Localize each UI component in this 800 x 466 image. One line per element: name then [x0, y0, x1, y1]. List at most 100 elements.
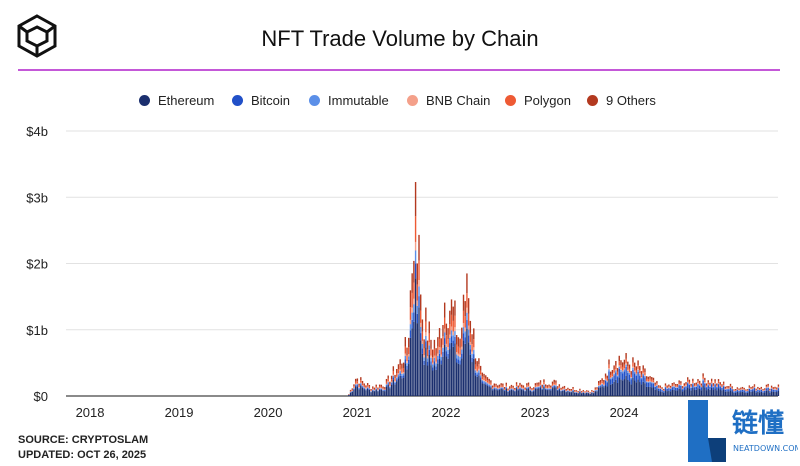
bar-segment — [413, 282, 415, 299]
bar-segment — [731, 387, 733, 389]
bar-segment — [452, 320, 454, 332]
bar-segment — [507, 391, 509, 396]
bar-segment — [599, 387, 602, 396]
bar-segment — [541, 389, 543, 390]
bar-segment — [529, 390, 531, 396]
bar-segment — [408, 356, 410, 360]
bar-segment — [493, 389, 496, 396]
legend-item-polygon[interactable]: Polygon — [505, 93, 571, 108]
bar-segment — [565, 390, 567, 391]
bar-segment — [709, 389, 711, 396]
bar-segment — [765, 386, 768, 388]
bar-segment — [411, 273, 413, 293]
bar-segment — [532, 391, 535, 396]
bar-segment — [562, 388, 564, 390]
bar-segment — [613, 373, 615, 376]
bar-segment — [363, 383, 365, 386]
bar-segment — [702, 378, 704, 380]
bar-segment — [654, 384, 656, 386]
bar-segment — [366, 386, 369, 388]
bar-segment — [555, 382, 557, 385]
bar-segment — [734, 389, 737, 390]
bar-segment — [587, 391, 590, 393]
bar-segment — [443, 302, 446, 318]
bar-segment — [411, 312, 413, 320]
bar-segment — [536, 384, 538, 387]
bar-segment — [520, 389, 523, 396]
bar-segment — [534, 387, 537, 389]
bar-segment — [385, 383, 388, 385]
bar-segment — [469, 332, 472, 342]
bar-segment — [423, 348, 425, 356]
bar-segment — [714, 379, 716, 382]
bar-segment — [461, 349, 463, 354]
bar-segment — [471, 354, 473, 358]
bar-segment — [598, 385, 600, 387]
bar-segment — [565, 388, 567, 391]
bar-segment — [688, 384, 691, 389]
bar-segment — [370, 389, 372, 391]
bar-segment — [717, 384, 720, 389]
bar-segment — [628, 368, 631, 373]
bar-segment — [368, 389, 371, 390]
bar-segment — [353, 386, 355, 388]
bar-segment — [724, 386, 727, 388]
bar-segment — [592, 393, 595, 396]
legend-item-bitcoin[interactable]: Bitcoin — [232, 93, 290, 108]
bar-segment — [647, 381, 650, 382]
bar-segment — [503, 387, 506, 389]
bar-segment — [481, 372, 484, 377]
bar-segment — [534, 383, 537, 386]
bar-segment — [675, 387, 677, 391]
bar-segment — [527, 384, 530, 387]
bar-segment — [698, 384, 701, 385]
bar-segment — [536, 382, 538, 385]
bar-segment — [702, 373, 704, 377]
legend-swatch — [139, 95, 150, 106]
bar-segment — [541, 388, 543, 390]
bar-segment — [534, 386, 537, 388]
bar-segment — [758, 389, 761, 390]
neatdown-watermark-logo: 链懂 NEATDOWN.COM — [688, 400, 798, 462]
bar-segment — [447, 328, 449, 339]
legend-item-ethereum[interactable]: Ethereum — [139, 93, 214, 108]
bar-segment — [450, 342, 453, 396]
bar-segment — [399, 375, 401, 396]
bar-segment — [645, 381, 648, 383]
bar-segment — [687, 383, 689, 388]
bar-segment — [361, 385, 364, 387]
bar-segment — [531, 391, 533, 396]
bar-segment — [426, 358, 429, 362]
bar-segment — [637, 379, 639, 396]
bar-segment — [724, 387, 727, 389]
x-tick-label: 2020 — [254, 405, 283, 420]
bar-segment — [426, 349, 429, 357]
legend-item-immutable[interactable]: Immutable — [309, 93, 389, 108]
bar-segment — [435, 363, 437, 367]
bar-segment — [402, 377, 405, 396]
bar-segment — [408, 347, 410, 355]
bar-segment — [430, 355, 432, 358]
bar-segment — [495, 389, 497, 396]
bar-segment — [423, 355, 425, 358]
bar-segment — [558, 389, 561, 396]
bar-segment — [431, 349, 434, 358]
bar-segment — [553, 384, 555, 386]
bar-segment — [490, 380, 492, 383]
bar-segment — [505, 388, 507, 396]
bar-segment — [550, 387, 552, 389]
bar-segment — [695, 386, 697, 387]
legend-item-9-others[interactable]: 9 Others — [587, 93, 656, 108]
legend-item-bnb-chain[interactable]: BNB Chain — [407, 93, 490, 108]
bar-segment — [515, 386, 518, 387]
bar-segment — [743, 387, 745, 389]
bar-segment — [378, 384, 381, 387]
bar-segment — [671, 387, 674, 390]
bar-segment — [476, 376, 478, 396]
bar-segment — [380, 384, 383, 387]
bar-segment — [729, 385, 732, 387]
bar-segment — [681, 389, 684, 392]
bar-segment — [553, 384, 555, 385]
bar-segment — [481, 379, 484, 381]
bar-segment — [437, 337, 439, 347]
